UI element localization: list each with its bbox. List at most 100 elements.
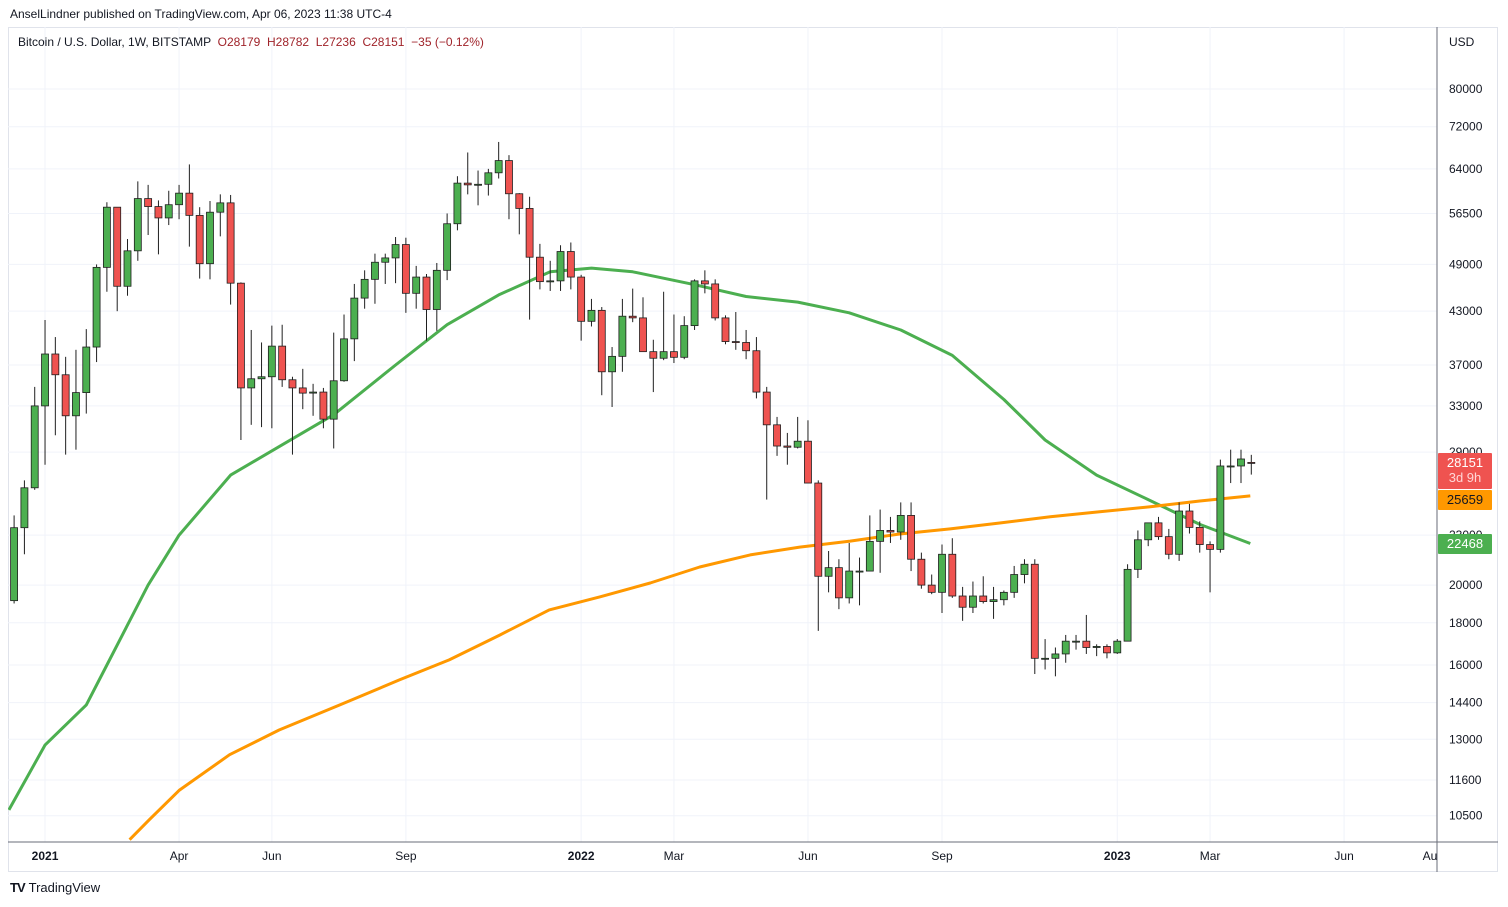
- footer-brand[interactable]: TV TradingView: [10, 880, 100, 895]
- price-tick-label: 80000: [1449, 82, 1483, 96]
- candle-body-down: [401, 244, 410, 294]
- candle-body-up: [680, 325, 689, 358]
- candle: [340, 314, 348, 382]
- ma-slow-tag-value: 25659: [1447, 492, 1483, 507]
- candle: [1082, 614, 1091, 654]
- price-tick-label: 11600: [1449, 773, 1482, 787]
- candle-body-up: [82, 346, 91, 393]
- price-tick-label: 72000: [1449, 120, 1483, 134]
- candle: [835, 559, 843, 610]
- candle-body-up: [164, 204, 173, 219]
- candle-body-up: [391, 244, 400, 259]
- candle: [515, 193, 524, 235]
- candle-body-down: [298, 387, 307, 394]
- candle-body-up: [824, 567, 833, 577]
- candle-body-down: [278, 345, 287, 381]
- candle-body-down: [711, 283, 720, 319]
- price-tick-label: 43000: [1449, 304, 1483, 318]
- candle: [1030, 559, 1039, 675]
- price-tick-label: 56500: [1449, 206, 1483, 220]
- candle-body-down: [762, 391, 771, 426]
- candle: [1103, 644, 1111, 659]
- candle-body-up: [484, 172, 493, 185]
- candle-body-up: [102, 206, 111, 268]
- price-tick-label: 64000: [1449, 162, 1483, 176]
- candle: [824, 550, 833, 593]
- ma-fast-tag-value: 22468: [1447, 536, 1483, 551]
- candle-body-up: [1072, 640, 1080, 643]
- candle-body-up: [443, 223, 452, 271]
- candle-body-down: [886, 530, 895, 533]
- candle: [226, 194, 235, 305]
- candle-body-up: [494, 160, 503, 174]
- price-tick-label: 20000: [1449, 578, 1483, 592]
- candle-body-down: [783, 445, 792, 448]
- candle-body-up: [216, 202, 225, 213]
- candle: [587, 298, 596, 327]
- candle-body-down: [237, 282, 245, 389]
- price-tick-label: 49000: [1449, 257, 1483, 271]
- candle: [752, 337, 761, 399]
- candle-body-up: [381, 257, 390, 263]
- candle-body-down: [566, 251, 575, 278]
- candle-body-up: [1061, 640, 1070, 655]
- candle: [721, 315, 730, 345]
- candle-body-up: [618, 315, 627, 357]
- ma-slow-line: [128, 494, 1251, 841]
- candle: [659, 291, 668, 361]
- candle: [1185, 503, 1194, 534]
- candle: [319, 387, 328, 429]
- candle: [267, 325, 276, 429]
- candle-body-down: [463, 182, 472, 186]
- candle-body-down: [1030, 563, 1039, 659]
- symbol-legend: Bitcoin / U.S. Dollar, 1W, BITSTAMP O281…: [18, 35, 484, 49]
- time-tick-label: Jun: [798, 849, 817, 863]
- candle-body-down: [597, 309, 606, 373]
- candle: [1041, 639, 1049, 670]
- candle-body-down: [670, 351, 678, 358]
- candle: [391, 237, 400, 284]
- candle: [1206, 541, 1214, 593]
- candle-body-down: [195, 214, 204, 265]
- candle-body-up: [1133, 539, 1142, 570]
- candle-body-down: [525, 208, 534, 258]
- candle-body-down: [628, 315, 637, 319]
- candle: [371, 253, 379, 304]
- candle: [680, 316, 689, 360]
- change-value: −35 (−0.12%): [411, 35, 484, 49]
- candle-body-down: [1082, 640, 1091, 648]
- symbol-title[interactable]: Bitcoin / U.S. Dollar, 1W, BITSTAMP: [18, 35, 211, 49]
- candle: [133, 181, 142, 261]
- candle: [886, 516, 895, 543]
- candle-body-up: [123, 250, 132, 287]
- candle: [360, 270, 369, 309]
- candle: [1144, 522, 1153, 547]
- candle: [82, 329, 91, 414]
- candle-body-up: [329, 380, 338, 420]
- candle: [185, 164, 194, 247]
- candle-body-up: [876, 530, 885, 542]
- candle-body-up: [340, 338, 348, 382]
- candle-body-up: [133, 198, 142, 252]
- candle: [61, 356, 70, 455]
- candle-body-down: [226, 202, 235, 284]
- candle: [1061, 634, 1070, 663]
- candle-body-up: [1092, 646, 1101, 648]
- candle-body-up: [72, 392, 80, 417]
- candle: [525, 196, 534, 320]
- plot-area: [8, 141, 1256, 841]
- candle: [865, 515, 874, 572]
- candle-body-up: [999, 591, 1008, 601]
- time-tick-label: 2023: [1104, 849, 1131, 863]
- candle-body-up: [938, 553, 946, 593]
- candle-body-down: [154, 206, 163, 219]
- open-value: O28179: [217, 35, 261, 49]
- candle-body-down: [814, 482, 823, 577]
- candle: [711, 279, 720, 321]
- publisher-line: AnselLindner published on TradingView.co…: [10, 7, 392, 21]
- candle-body-up: [1123, 568, 1132, 642]
- candle-body-up: [257, 376, 266, 380]
- candle-body-up: [1175, 510, 1184, 555]
- candle: [1164, 528, 1173, 560]
